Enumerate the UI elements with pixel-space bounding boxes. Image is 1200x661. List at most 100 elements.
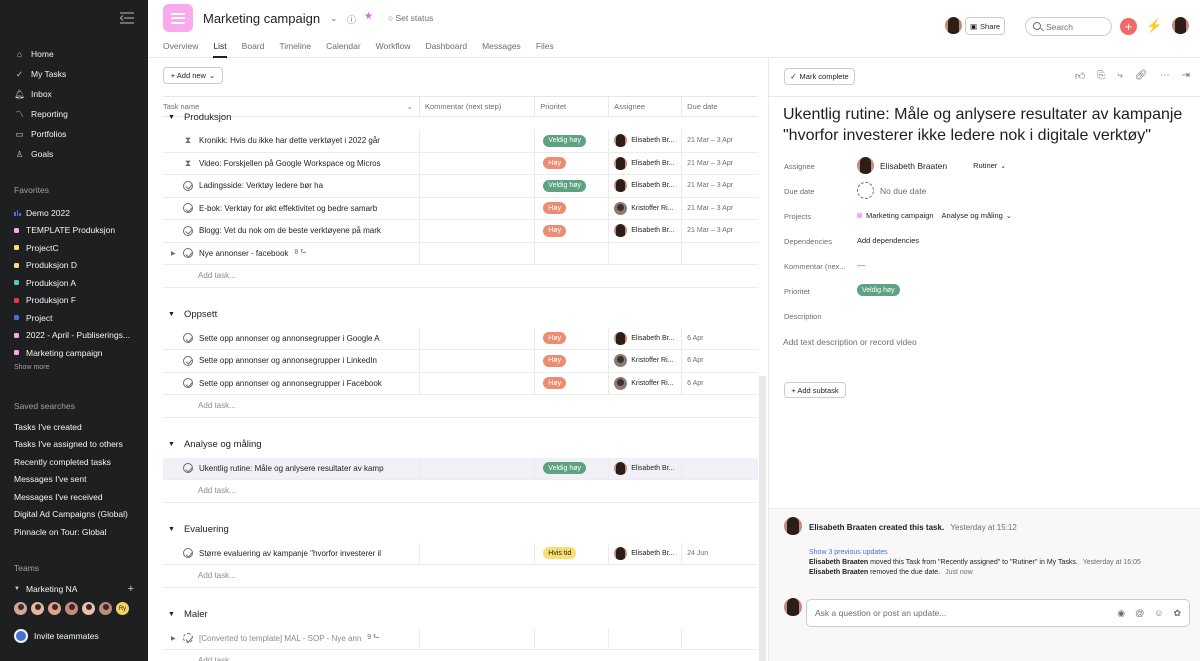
chevron-down-icon[interactable]: ▼ <box>14 586 20 592</box>
task-name-cell[interactable]: Sette opp annonser og annonsegrupper i F… <box>163 373 419 395</box>
priority-pill[interactable]: Hvis tid <box>543 547 577 560</box>
favorite-item[interactable]: Marketing campaign <box>0 344 148 362</box>
sidebar-item-my-tasks[interactable]: ✓ My Tasks <box>0 64 148 84</box>
task-name[interactable]: Kronikk: Hvis du ikke har dette verktøye… <box>199 136 380 146</box>
priority-pill[interactable]: Høy <box>543 157 567 170</box>
avatar[interactable] <box>81 601 96 616</box>
complete-checkbox-icon[interactable] <box>183 180 193 191</box>
subtask-icon[interactable]: ⤷ <box>1117 70 1123 81</box>
avatar[interactable] <box>98 601 113 616</box>
comment-cell[interactable] <box>419 372 534 394</box>
favorite-item[interactable]: Project <box>0 309 148 327</box>
priority-cell[interactable]: Høy <box>534 197 608 219</box>
complete-checkbox-icon[interactable] <box>183 633 193 644</box>
task-name-cell[interactable]: ⧗ Video: Forskjellen på Google Workspace … <box>163 153 419 175</box>
complete-checkbox-icon[interactable] <box>183 463 193 474</box>
link-icon[interactable]: 🔗︎ <box>1134 70 1148 81</box>
comment-cell[interactable] <box>419 350 534 372</box>
priority-pill[interactable]: Veldig høy <box>543 462 586 475</box>
comment-cell[interactable] <box>419 175 534 197</box>
priority-cell[interactable]: Høy <box>534 220 608 242</box>
task-name[interactable]: Ladingsside: Verktøy ledere bør ha <box>199 181 324 191</box>
search-input[interactable]: Search <box>1025 17 1112 36</box>
comment-cell[interactable] <box>419 327 534 349</box>
table-row[interactable]: Større evaluering av kampanje "hvorfor i… <box>163 542 758 565</box>
favorite-item[interactable]: TEMPLATE Produksjon <box>0 222 148 240</box>
task-name-cell[interactable]: ▶ [Converted to template] MAL - SOP - Nye… <box>163 628 419 650</box>
task-name[interactable]: [Converted to template] MAL - SOP - Nye … <box>199 633 362 643</box>
quick-add-button[interactable]: + <box>1120 18 1137 35</box>
task-name-cell[interactable]: ▶ Nye annonser - facebook 8 ⮑ <box>163 243 419 265</box>
complete-checkbox-icon[interactable] <box>183 248 193 259</box>
tab-calendar[interactable]: Calendar <box>326 41 361 51</box>
saved-search-item[interactable]: Digital Ad Campaigns (Global) <box>14 509 128 520</box>
sidebar-item-inbox[interactable]: 🔔︎ Inbox <box>0 84 148 104</box>
section-header[interactable]: ▼ Evaluering <box>163 517 758 543</box>
column-header-0[interactable]: Task name ⌄ <box>163 97 419 116</box>
task-name-cell[interactable]: Blogg: Vet du nok om de beste verktøyene… <box>163 220 419 242</box>
due-date-cell[interactable] <box>681 457 758 479</box>
avatar[interactable] <box>64 601 79 616</box>
table-row[interactable]: Sette opp annonser og annonsegrupper i F… <box>163 372 758 395</box>
priority-pill[interactable]: Høy <box>543 354 567 367</box>
add-dependencies-button[interactable]: Add dependencies <box>857 236 920 245</box>
task-name-cell[interactable]: Ladingsside: Verktøy ledere bør ha <box>163 175 419 197</box>
table-row[interactable]: Ukentlig rutine: Måle og anlysere result… <box>163 457 758 480</box>
comment-cell[interactable] <box>419 197 534 219</box>
complete-checkbox-icon[interactable] <box>183 548 193 559</box>
due-date-cell[interactable]: 21 Mar – 3 Apr <box>681 130 758 152</box>
assignee-cell[interactable]: Elisabeth Br... <box>608 152 681 174</box>
avatar[interactable] <box>47 601 62 616</box>
saved-search-item[interactable]: Tasks I've created <box>14 421 82 432</box>
chevron-down-icon[interactable]: ⌄ <box>330 13 338 23</box>
invite-teammates-button[interactable]: Invite teammates <box>14 629 99 643</box>
task-name-cell[interactable]: Sette opp annonser og annonsegrupper i L… <box>163 350 419 372</box>
section-header[interactable]: ▼ Maler <box>163 602 758 628</box>
info-icon[interactable]: ⓘ <box>347 15 357 25</box>
assignee-cell[interactable] <box>608 627 681 649</box>
section-header[interactable]: ▼ Oppsett <box>163 302 758 328</box>
prioritet-value[interactable]: Veldig høy <box>857 284 900 296</box>
task-name-cell[interactable]: Ukentlig rutine: Måle og anlysere result… <box>163 458 419 480</box>
table-row[interactable]: ⧗ Kronikk: Hvis du ikke har dette verktøy… <box>163 130 758 153</box>
priority-cell[interactable] <box>534 242 608 264</box>
plus-icon[interactable]: + <box>127 583 134 595</box>
assignee-cell[interactable]: Kristoffer Ri... <box>608 350 681 372</box>
due-date-cell[interactable] <box>681 627 758 649</box>
tab-overview[interactable]: Overview <box>163 41 199 51</box>
comment-input[interactable]: Ask a question or post an update... ◉ @ … <box>806 599 1190 627</box>
tab-timeline[interactable]: Timeline <box>279 41 312 51</box>
priority-pill[interactable]: Veldig høy <box>543 134 586 147</box>
favorite-item[interactable]: Demo 2022 <box>0 204 148 222</box>
saved-search-item[interactable]: Recently completed tasks <box>14 456 111 467</box>
priority-cell[interactable]: Veldig høy <box>534 130 608 152</box>
table-row[interactable]: ▶ [Converted to template] MAL - SOP - Nye… <box>163 627 758 650</box>
assignee-cell[interactable] <box>608 242 681 264</box>
sidebar-item-home[interactable]: ⌂ Home <box>0 44 148 64</box>
tab-messages[interactable]: Messages <box>482 41 521 51</box>
task-name[interactable]: Video: Forskjellen på Google Workspace o… <box>199 158 381 168</box>
complete-checkbox-icon[interactable] <box>183 203 193 214</box>
chevron-down-icon[interactable]: ▼ <box>168 441 175 448</box>
upgrade-icon[interactable]: ⚡ <box>1146 18 1163 33</box>
collapse-sidebar-icon[interactable] <box>119 12 134 24</box>
add-task-row[interactable]: Add task... <box>163 650 758 661</box>
due-date-cell[interactable]: 21 Mar – 3 Apr <box>681 197 758 219</box>
table-row[interactable]: Sette opp annonser og annonsegrupper i L… <box>163 350 758 373</box>
priority-pill[interactable]: Høy <box>543 332 567 345</box>
assignee-cell[interactable]: Elisabeth Br... <box>608 175 681 197</box>
comment-cell[interactable] <box>419 242 534 264</box>
like-icon[interactable]: 👍︎ <box>1074 71 1086 82</box>
task-name-cell[interactable]: Sette opp annonser og annonsegrupper i G… <box>163 328 419 350</box>
assignee-cell[interactable]: Elisabeth Br... <box>608 130 681 152</box>
chevron-down-icon[interactable]: ▼ <box>168 311 175 318</box>
more-icon[interactable]: ⋯ <box>1159 70 1170 81</box>
approval-icon[interactable]: ⧗ <box>184 135 192 146</box>
priority-cell[interactable]: Høy <box>534 350 608 372</box>
priority-pill[interactable]: Høy <box>543 202 567 215</box>
priority-cell[interactable]: Veldig høy <box>534 175 608 197</box>
tab-list[interactable]: List <box>213 41 227 58</box>
task-name[interactable]: Nye annonser - facebook <box>199 248 289 258</box>
priority-pill[interactable]: Høy <box>543 377 567 390</box>
settings-icon[interactable]: ✿ <box>1173 607 1181 618</box>
